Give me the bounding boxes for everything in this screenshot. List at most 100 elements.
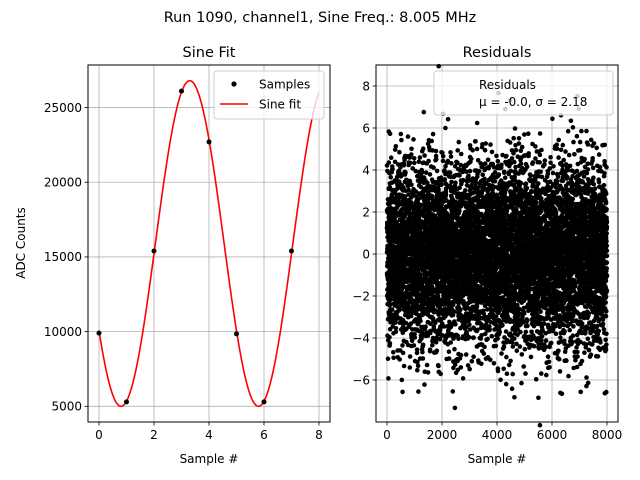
sine-fit-legend-box bbox=[213, 70, 325, 120]
residual-point bbox=[393, 144, 399, 149]
residual-point bbox=[411, 156, 417, 161]
residual-point bbox=[453, 322, 458, 327]
residual-point bbox=[501, 344, 507, 350]
residual-point bbox=[482, 344, 487, 350]
residual-point bbox=[388, 155, 394, 160]
residual-point bbox=[471, 354, 476, 360]
residual-point bbox=[420, 356, 426, 361]
residual-point bbox=[401, 163, 407, 168]
residual-point bbox=[466, 334, 472, 340]
residual-point bbox=[519, 380, 524, 386]
residual-point bbox=[495, 158, 501, 164]
residual-point bbox=[456, 139, 462, 145]
residual-point bbox=[518, 180, 524, 186]
residual-point bbox=[495, 336, 500, 341]
residual-point bbox=[415, 367, 420, 373]
residual-point bbox=[510, 344, 516, 349]
residual-point bbox=[427, 172, 433, 177]
residual-point bbox=[479, 361, 484, 367]
residual-point bbox=[447, 170, 453, 175]
sine-fit-y-tick-label: 5000 bbox=[51, 400, 82, 414]
residual-point bbox=[409, 338, 415, 344]
residual-point bbox=[457, 173, 462, 178]
residual-point bbox=[394, 186, 400, 192]
sine-fit-ylabel: ADC Counts bbox=[14, 207, 28, 279]
residual-point bbox=[416, 159, 422, 164]
residual-point bbox=[400, 343, 405, 348]
residual-point bbox=[512, 336, 517, 341]
residual-point bbox=[518, 329, 523, 335]
residual-point bbox=[390, 166, 395, 172]
residual-point bbox=[458, 151, 464, 157]
residual-point bbox=[469, 359, 475, 364]
residual-point bbox=[448, 340, 454, 345]
residual-point bbox=[385, 356, 391, 362]
residual-point bbox=[509, 386, 515, 392]
sample-point bbox=[96, 330, 102, 336]
residual-point bbox=[457, 208, 462, 213]
residual-point bbox=[448, 154, 454, 159]
figure-suptitle: Run 1090, channel1, Sine Freq.: 8.005 MH… bbox=[164, 10, 477, 26]
legend-sine-fit-label: Sine fit bbox=[259, 98, 301, 112]
residual-point bbox=[399, 377, 405, 383]
residual-point bbox=[433, 157, 439, 162]
residual-point bbox=[387, 303, 393, 308]
sine-fit-y-tick-label: 10000 bbox=[44, 325, 82, 339]
residual-point bbox=[387, 341, 393, 346]
residual-point bbox=[430, 342, 435, 348]
residual-point bbox=[500, 323, 505, 328]
residual-point bbox=[438, 371, 444, 377]
residual-point bbox=[407, 354, 413, 359]
residual-point bbox=[499, 351, 504, 356]
residual-point bbox=[476, 168, 482, 174]
residual-point bbox=[452, 405, 458, 411]
residual-point bbox=[415, 363, 421, 369]
residual-point bbox=[504, 371, 510, 377]
residual-point bbox=[503, 381, 509, 387]
residual-point bbox=[507, 140, 513, 145]
residual-point bbox=[455, 148, 461, 153]
residual-point bbox=[387, 335, 392, 340]
residual-point bbox=[412, 335, 418, 340]
residual-point bbox=[446, 356, 452, 361]
residual-point bbox=[431, 165, 436, 170]
residual-point bbox=[386, 258, 391, 263]
residual-point bbox=[407, 178, 413, 184]
residual-point bbox=[408, 313, 414, 319]
residual-point bbox=[450, 389, 456, 394]
residual-point bbox=[443, 125, 448, 131]
residual-point bbox=[409, 182, 414, 188]
residual-point bbox=[402, 157, 407, 163]
residual-point bbox=[497, 306, 503, 312]
sine-fit-x-tick-label: 2 bbox=[150, 428, 158, 442]
residual-point bbox=[434, 348, 440, 354]
residual-point bbox=[440, 158, 446, 164]
sine-fit-x-tick-label: 6 bbox=[260, 428, 268, 442]
residual-point bbox=[420, 170, 425, 175]
sample-point bbox=[124, 399, 129, 405]
residual-point bbox=[408, 321, 414, 326]
residual-point bbox=[406, 187, 411, 193]
residual-point bbox=[483, 141, 489, 146]
residual-point bbox=[446, 349, 452, 355]
legend-samples-marker bbox=[231, 81, 237, 87]
residual-point bbox=[488, 142, 493, 147]
residual-point bbox=[417, 208, 423, 213]
residual-point bbox=[393, 329, 399, 335]
residual-point bbox=[482, 147, 488, 153]
residual-point bbox=[420, 349, 425, 355]
residual-point bbox=[471, 335, 477, 340]
residual-point bbox=[512, 395, 517, 400]
residual-point bbox=[389, 307, 395, 312]
residual-point bbox=[508, 168, 514, 174]
residual-point bbox=[517, 344, 523, 349]
residual-point bbox=[485, 336, 490, 342]
residual-point bbox=[458, 365, 464, 370]
residual-point bbox=[392, 159, 398, 165]
residual-point bbox=[434, 168, 440, 174]
sine-fit-y-tick-label: 25000 bbox=[44, 101, 82, 115]
residual-point bbox=[400, 389, 405, 395]
residual-point bbox=[438, 327, 443, 332]
sine-fit-x-tick-label: 4 bbox=[205, 428, 213, 442]
